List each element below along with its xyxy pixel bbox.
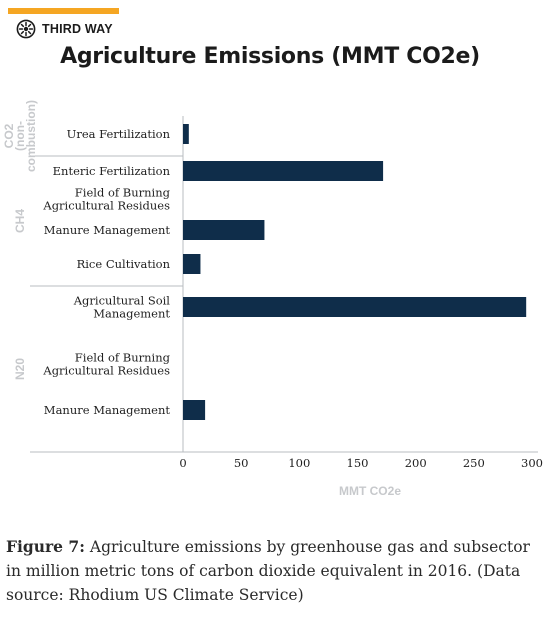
bar (183, 161, 384, 181)
brand-accent-bar (8, 8, 119, 14)
x-tick-label: 100 (288, 456, 310, 470)
figure-caption: Figure 7: Agriculture emissions by green… (6, 535, 546, 607)
category-label: Field of Burning Agricultural Residues (42, 186, 170, 213)
emissions-bar-chart: CO2(non-combustion) Urea Fertilization CH4… (2, 100, 543, 498)
category-label: Field of Burning Agricultural Residues (42, 351, 170, 378)
x-tick-label: 250 (463, 456, 485, 470)
x-axis-title: MMT CO2e (339, 484, 401, 498)
bar (183, 124, 189, 144)
brand-name: THIRD WAY (42, 22, 113, 36)
sun-logo-icon (16, 19, 36, 39)
category-label: Enteric Fertilization (53, 164, 171, 178)
x-tick-label: 200 (405, 456, 427, 470)
bar (183, 297, 527, 317)
category-label: Agricultural Soil Management (73, 294, 171, 321)
category-label: Manure Management (44, 223, 171, 237)
category-label: Urea Fertilization (67, 127, 171, 141)
chart-title: Agriculture Emissions (MMT CO2e) (60, 44, 480, 69)
category-label: Manure Management (44, 403, 171, 417)
bar (183, 254, 201, 274)
bar (183, 220, 265, 240)
x-tick-label: 0 (179, 456, 186, 470)
x-tick-label: 50 (234, 456, 249, 470)
group-label: CH4 (13, 209, 27, 233)
brand-header: THIRD WAY (16, 18, 113, 40)
x-tick-label: 150 (347, 456, 369, 470)
group-label: N20 (13, 358, 27, 380)
x-tick-label: 300 (521, 456, 543, 470)
bar (183, 400, 206, 420)
group-label: CO2(non-combustion) (2, 100, 38, 172)
caption-text: Agriculture emissions by greenhouse gas … (6, 538, 530, 604)
category-label: Rice Cultivation (77, 257, 171, 271)
caption-lead: Figure 7: (6, 537, 85, 556)
